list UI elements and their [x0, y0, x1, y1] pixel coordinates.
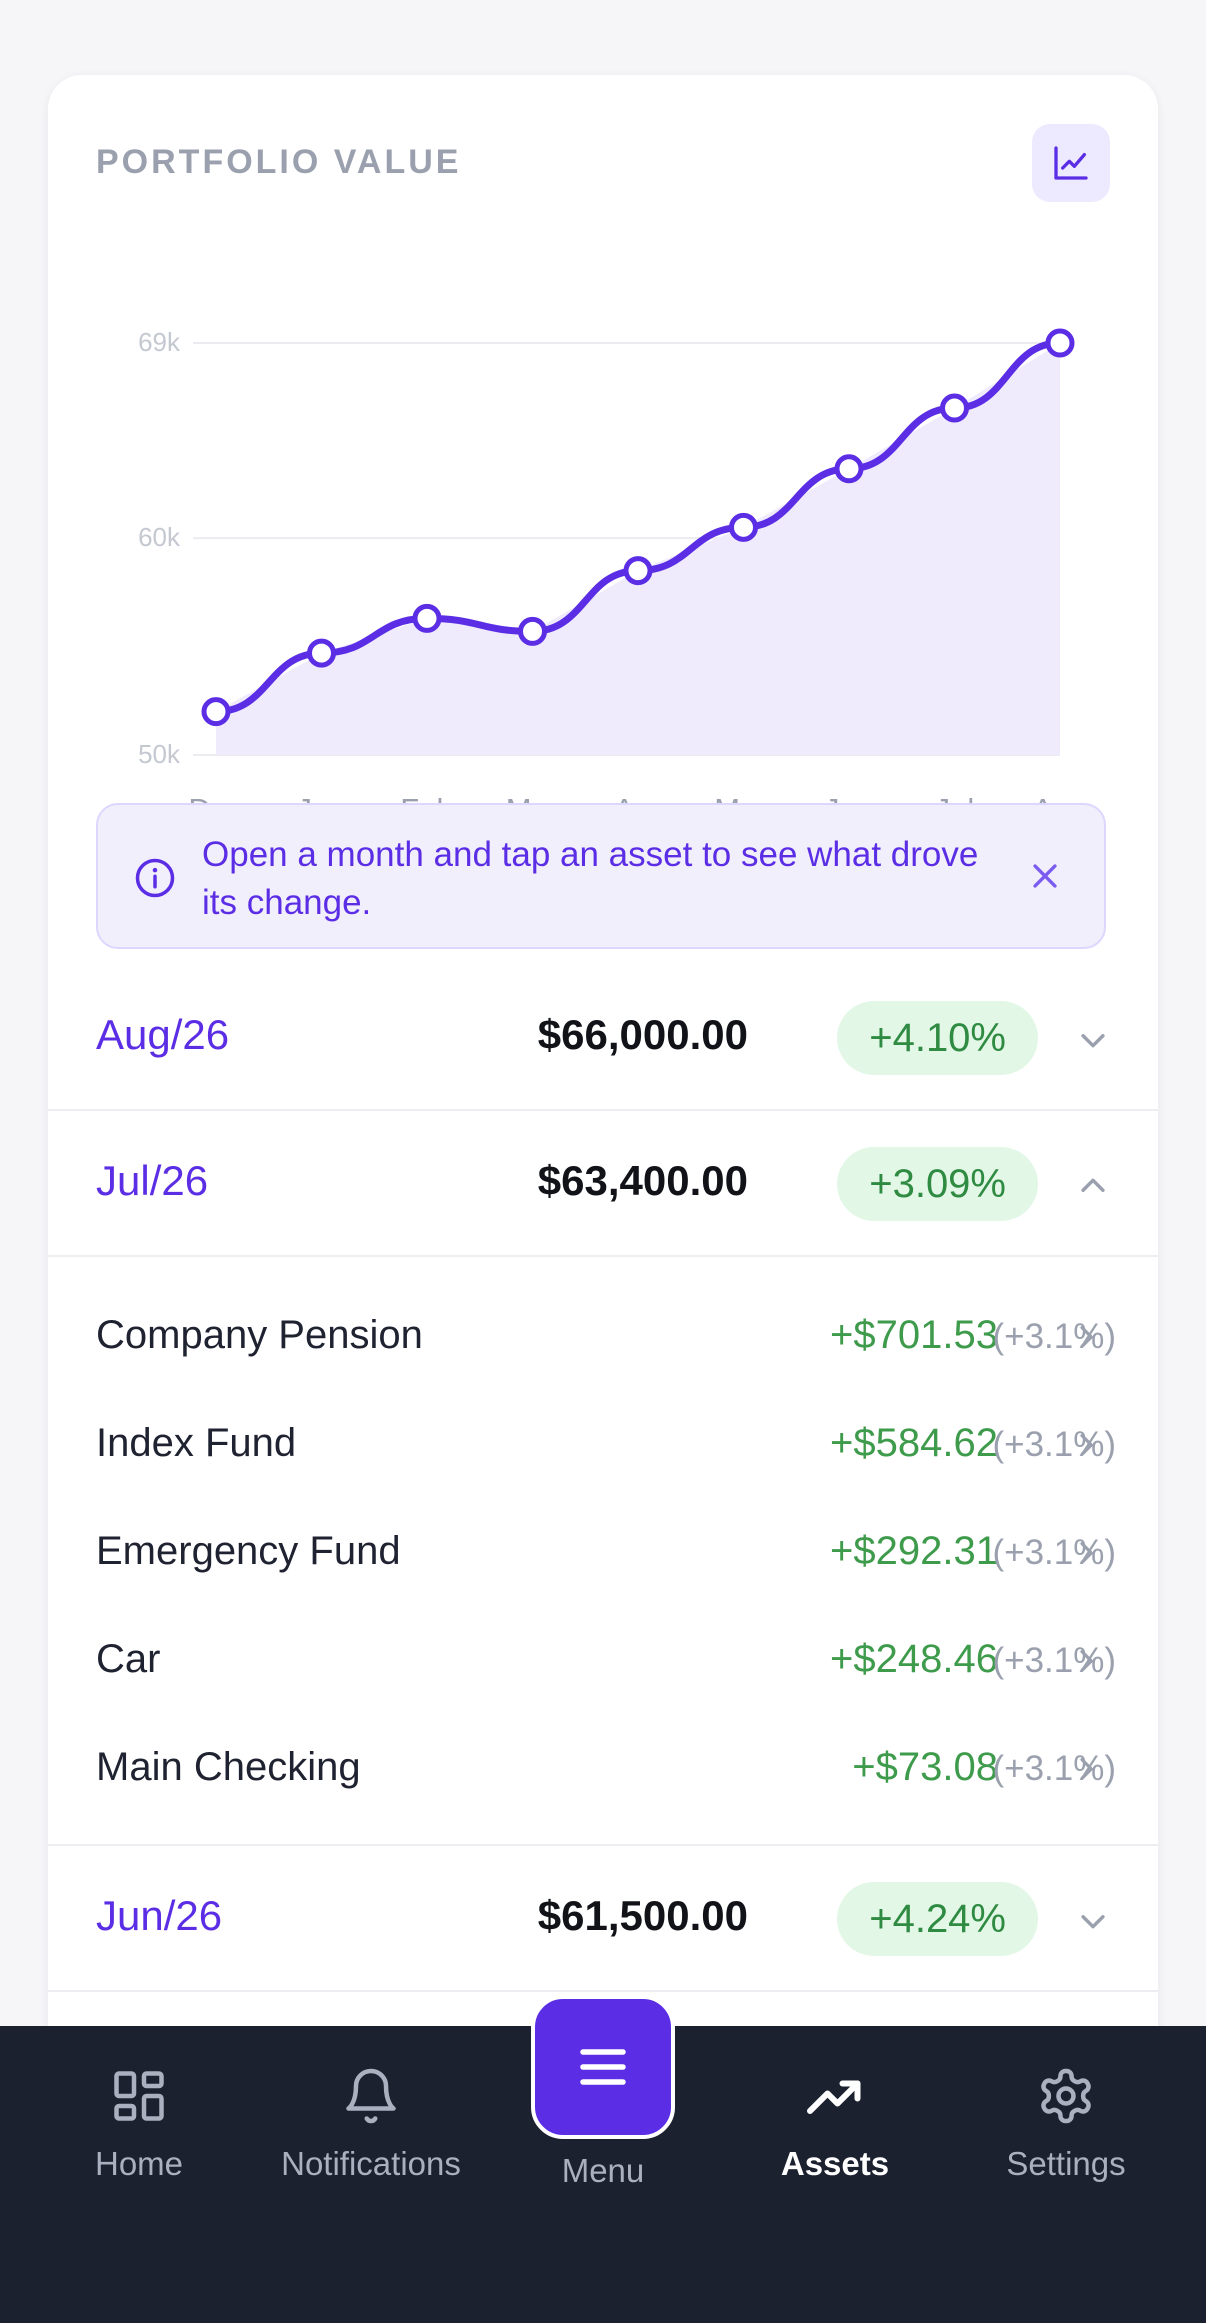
nav-label: Settings [1006, 2145, 1126, 2182]
chevron-down-icon [1081, 1915, 1105, 1929]
gear-icon [1041, 2068, 1091, 2124]
menu-label: Menu [561, 2152, 645, 2189]
hint-banner: Open a month and tap an asset to see wha… [96, 803, 1106, 949]
nav-home[interactable]: Home [24, 2066, 254, 2183]
asset-row-company-pension[interactable]: Company Pension +$701.53 (+3.1%) [48, 1283, 1158, 1391]
nav-notifications[interactable]: Notifications [256, 2066, 486, 2183]
asset-percent: (+3.1%) [992, 1641, 1116, 1680]
grid-icon [114, 2071, 164, 2121]
hint-text: Open a month and tap an asset to see wha… [202, 835, 979, 922]
nav-label: Assets [780, 2145, 890, 2182]
asset-name: Index Fund [96, 1421, 297, 1465]
info-icon [135, 858, 175, 898]
data-point [729, 512, 758, 542]
asset-percent: (+3.1%) [992, 1749, 1116, 1788]
chevron-up-icon [1081, 1178, 1105, 1192]
divider [48, 1844, 1158, 1846]
data-point [1045, 328, 1075, 358]
nav-assets[interactable]: Assets [720, 2066, 950, 2183]
trending-up-icon [807, 2080, 861, 2114]
chevron-right-icon [1080, 1326, 1093, 1348]
chart-toggle-button[interactable] [1032, 124, 1110, 202]
asset-name: Emergency Fund [96, 1529, 401, 1573]
nav-settings[interactable]: Settings [951, 2066, 1181, 2183]
change-badge: +4.24% [837, 1882, 1038, 1956]
y-tick-label: 50k [138, 739, 181, 769]
line-chart-icon [1054, 146, 1088, 180]
month-value: $63,400.00 [537, 1157, 748, 1204]
asset-name: Main Checking [96, 1745, 361, 1789]
hamburger-icon [580, 2049, 626, 2085]
month-row-aug[interactable]: Aug/26 $66,000.00 +4.10% [48, 965, 1158, 1111]
nav-label: Notifications [281, 2145, 461, 2182]
data-point [940, 393, 969, 423]
month-label: Jul/26 [96, 1157, 209, 1204]
menu-button[interactable] [531, 1995, 675, 2139]
data-point [412, 603, 442, 633]
month-label: Jun/26 [96, 1892, 223, 1939]
data-point [623, 556, 653, 586]
portfolio-chart: 50k60k69kDecJanFebMarAprMayJunJulAug [138, 327, 1088, 827]
month-row-jun[interactable]: Jun/26 $61,500.00 +4.24% [48, 1846, 1158, 1992]
month-value: $61,500.00 [537, 1892, 748, 1939]
asset-name: Car [96, 1637, 161, 1681]
asset-row-index-fund[interactable]: Index Fund +$584.62 (+3.1%) [48, 1391, 1158, 1499]
asset-percent: (+3.1%) [992, 1533, 1116, 1572]
chevron-right-icon [1080, 1434, 1093, 1456]
asset-change: +$584.62 [830, 1421, 998, 1465]
asset-change: +$248.46 [830, 1637, 998, 1681]
asset-change: +$701.53 [830, 1313, 998, 1357]
change-badge: +3.09% [837, 1147, 1038, 1221]
asset-row-emergency-fund[interactable]: Emergency Fund +$292.31 (+3.1%) [48, 1499, 1158, 1607]
month-label: Aug/26 [96, 1011, 230, 1058]
data-point [834, 454, 864, 484]
data-point [307, 638, 336, 668]
chevron-right-icon [1080, 1758, 1093, 1780]
card-title: PORTFOLIO VALUE [96, 143, 462, 181]
nav-label: Home [94, 2145, 184, 2182]
asset-change: +$292.31 [830, 1529, 998, 1573]
asset-row-car[interactable]: Car +$248.46 (+3.1%) [48, 1607, 1158, 1715]
y-tick-label: 60k [138, 522, 181, 552]
data-point [518, 616, 547, 646]
asset-percent: (+3.1%) [992, 1317, 1116, 1356]
asset-change: +$73.08 [852, 1745, 998, 1789]
chevron-down-icon [1081, 1034, 1105, 1048]
asset-row-main-checking[interactable]: Main Checking +$73.08 (+3.1%) [48, 1715, 1158, 1823]
month-value: $66,000.00 [537, 1011, 748, 1058]
y-tick-label: 69k [138, 327, 181, 357]
portfolio-card: PORTFOLIO VALUE 50k60k69kDecJanFebMarApr… [48, 75, 1158, 2125]
month-row-jul[interactable]: Jul/26 $63,400.00 +3.09% [48, 1111, 1158, 1257]
data-point [201, 697, 231, 727]
change-badge: +4.10% [837, 1001, 1038, 1075]
close-icon[interactable] [1028, 859, 1062, 893]
area-fill [216, 343, 1060, 755]
chevron-right-icon [1080, 1650, 1093, 1672]
asset-percent: (+3.1%) [992, 1425, 1116, 1464]
asset-name: Company Pension [96, 1313, 423, 1357]
bell-icon [346, 2068, 396, 2124]
chevron-right-icon [1080, 1542, 1093, 1564]
